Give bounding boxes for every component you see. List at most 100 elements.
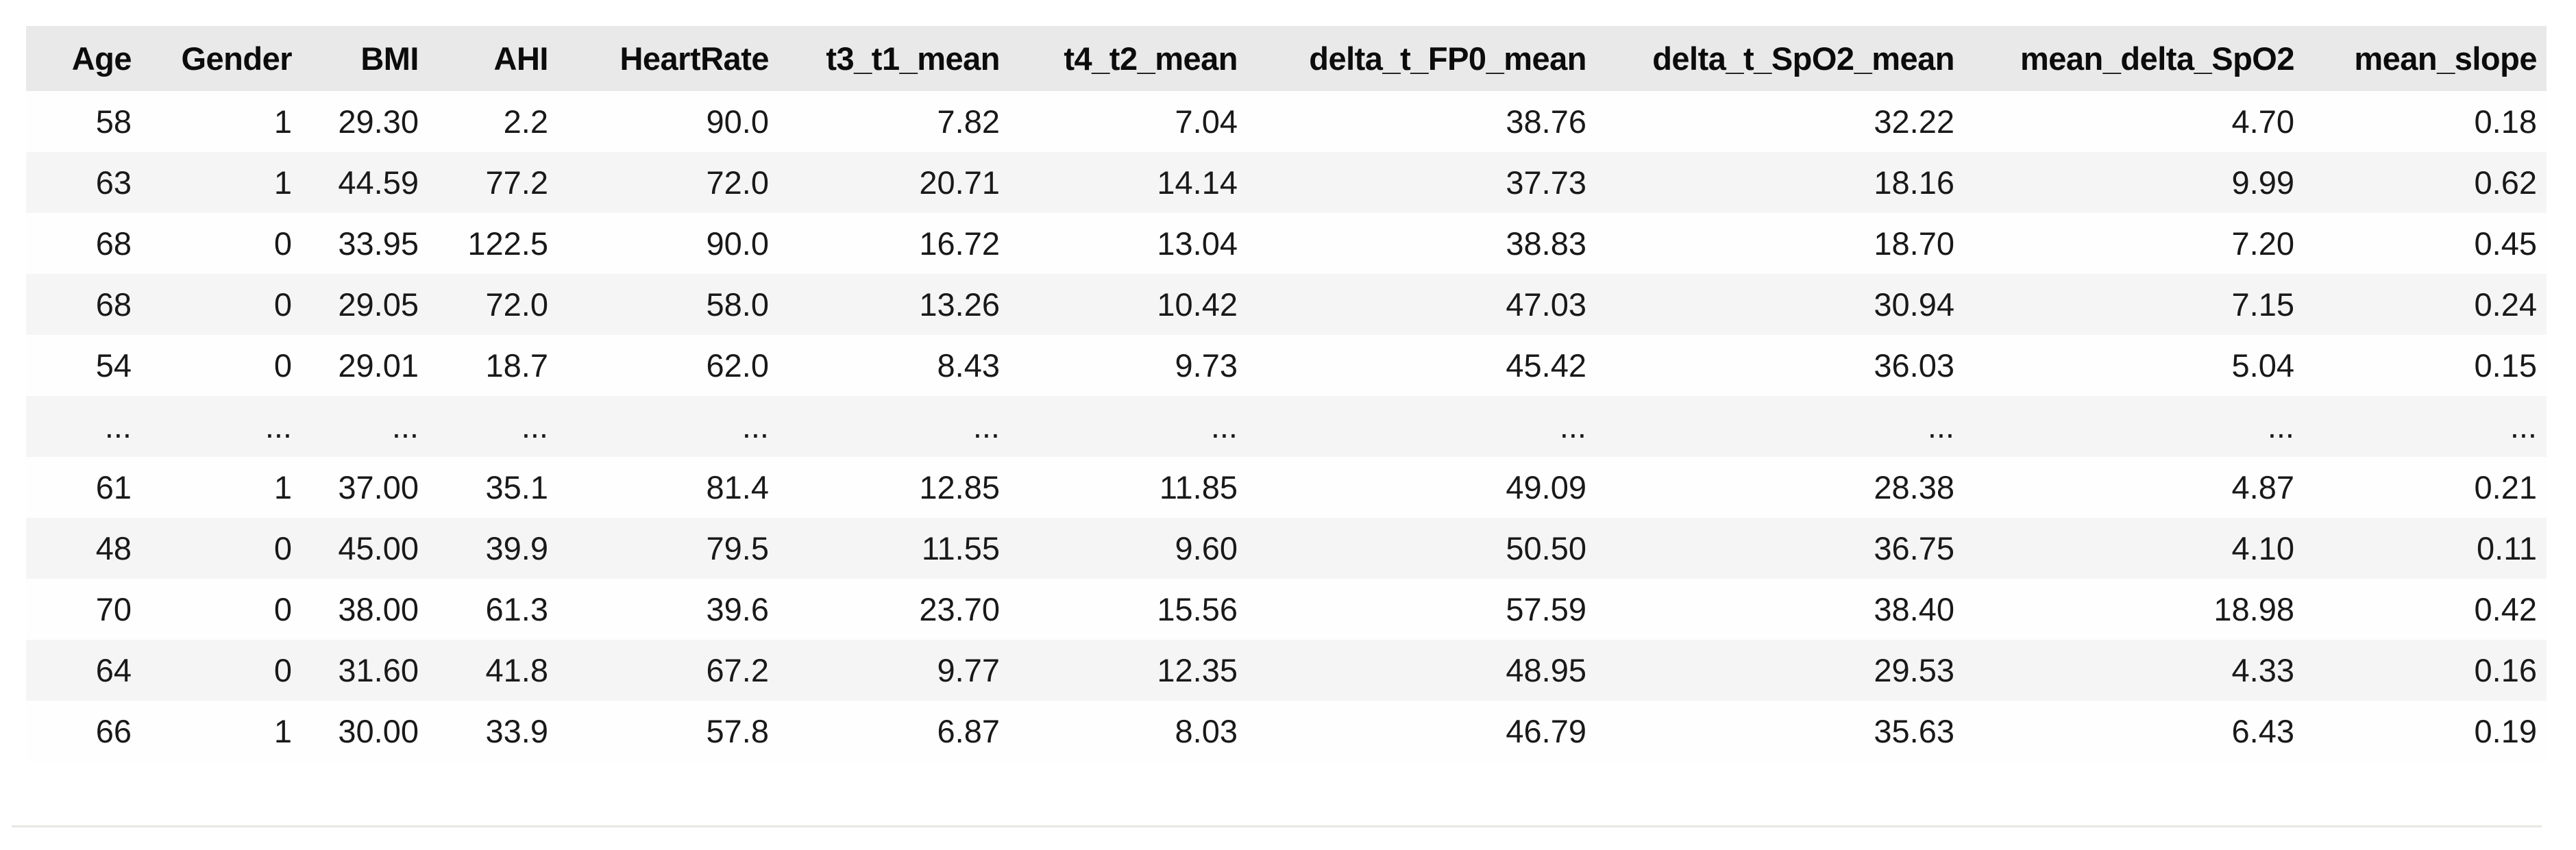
table-cell: ... <box>1559 408 1586 445</box>
column-header-mean_delta_SpO2: mean_delta_SpO2 <box>1964 26 2304 91</box>
table-cell: 90.0 <box>706 225 769 262</box>
table-cell: 35.1 <box>485 469 548 505</box>
table-cell: 68 <box>95 225 132 262</box>
table-cell: 1 <box>273 713 292 749</box>
column-header-mean_slope: mean_slope <box>2304 26 2547 91</box>
table-cell: 6.87 <box>937 713 1000 749</box>
table-cell: 12.35 <box>1157 652 1238 688</box>
table-cell: 36.03 <box>1874 347 1954 384</box>
column-header-t4_t2_mean: t4_t2_mean <box>1009 26 1247 91</box>
table-cell: 39.9 <box>485 530 548 566</box>
table-cell: 18.16 <box>1874 164 1954 201</box>
table-cell: 63 <box>95 164 132 201</box>
table-cell: 11.85 <box>1159 469 1238 505</box>
column-header-HeartRate: HeartRate <box>558 26 778 91</box>
table-cell: 20.71 <box>919 164 1000 201</box>
table-row: 68 0 33.95 122.5 90.0 16.72 13.04 38.83 18.70 7.2… <box>26 213 2547 274</box>
column-header-delta_t_FP0_mean: delta_t_FP0_mean <box>1247 26 1596 91</box>
table-cell: 64 <box>95 652 132 688</box>
table-cell: 50.50 <box>1506 530 1586 566</box>
table-cell: 33.9 <box>485 713 548 749</box>
table-cell: 30.00 <box>338 713 419 749</box>
table-row: 54 0 29.01 18.7 62.0 8.43 9.73 45.42 36.03 5.04 0.… <box>26 335 2547 396</box>
table-cell: 8.43 <box>937 347 1000 384</box>
table-cell: 66 <box>95 713 132 749</box>
table-cell: 18.98 <box>2213 591 2294 627</box>
table-cell: 16.72 <box>919 225 1000 262</box>
table-cell: 58 <box>95 103 132 140</box>
table-cell: 9.77 <box>937 652 1000 688</box>
table-row: 64 0 31.60 41.8 67.2 9.77 12.35 48.95 29.53 4.33 0… <box>26 640 2547 701</box>
table-cell: 8.03 <box>1175 713 1238 749</box>
table-cell: 9.60 <box>1175 530 1238 566</box>
table-cell: 6.43 <box>2231 713 2294 749</box>
table-row: 66 1 30.00 33.9 57.8 6.87 8.03 46.79 35.63 6.43 0.… <box>26 701 2547 762</box>
table-cell: 32.22 <box>1874 103 1954 140</box>
table-cell: 9.73 <box>1175 347 1238 384</box>
table-cell: ... <box>521 408 548 445</box>
table-cell: 1 <box>273 103 292 140</box>
table-cell: 72.0 <box>706 164 769 201</box>
column-header-Gender: Gender <box>141 26 302 91</box>
table-cell: 31.60 <box>338 652 419 688</box>
table-cell: 47.03 <box>1506 286 1586 323</box>
table-cell: 12.85 <box>919 469 1000 505</box>
table-cell: 33.95 <box>338 225 419 262</box>
table-cell: 57.8 <box>706 713 769 749</box>
table-cell: 37.73 <box>1506 164 1586 201</box>
table-header-row: Age Gender BMI AHI HeartRate t3_t1_mean t4_t2_… <box>26 26 2547 91</box>
table-cell: 11.55 <box>921 530 1000 566</box>
table-row: 68 0 29.05 72.0 58.0 13.26 10.42 47.03 30.94 7.15… <box>26 274 2547 335</box>
table-cell: 29.30 <box>338 103 419 140</box>
table-cell: 0.18 <box>2474 103 2537 140</box>
table-cell: 36.75 <box>1874 530 1954 566</box>
table-cell: 7.20 <box>2231 225 2294 262</box>
column-header-Age: Age <box>26 26 141 91</box>
horizontal-rule <box>12 825 2542 827</box>
table-cell: 77.2 <box>485 164 548 201</box>
table-cell: 0 <box>273 530 292 566</box>
table-cell: 122.5 <box>467 225 548 262</box>
table-cell: 48.95 <box>1506 652 1586 688</box>
table-cell: ... <box>2510 408 2537 445</box>
table-cell: 38.76 <box>1506 103 1586 140</box>
table-cell: 49.09 <box>1506 469 1586 505</box>
table-cell: 10.42 <box>1157 286 1238 323</box>
table-cell: 61.3 <box>485 591 548 627</box>
table-cell: 0 <box>273 225 292 262</box>
table-cell: 70 <box>95 591 132 627</box>
column-header-delta_t_SpO2_mean: delta_t_SpO2_mean <box>1596 26 1964 91</box>
column-header-BMI: BMI <box>302 26 428 91</box>
table-cell: 15.56 <box>1157 591 1238 627</box>
table-cell: 30.94 <box>1874 286 1954 323</box>
patient-data-table: Age Gender BMI AHI HeartRate t3_t1_mean t4_t2_… <box>26 26 2547 762</box>
table-cell: 72.0 <box>485 286 548 323</box>
table-cell: 38.40 <box>1874 591 1954 627</box>
table-cell: 48 <box>95 530 132 566</box>
table-cell: 58.0 <box>706 286 769 323</box>
table-cell: 37.00 <box>338 469 419 505</box>
table-row: 70 0 38.00 61.3 39.6 23.70 15.56 57.59 38.40 18.9… <box>26 579 2547 640</box>
table-cell: 5.04 <box>2231 347 2294 384</box>
table-cell: 29.01 <box>338 347 419 384</box>
table-cell: 79.5 <box>706 530 769 566</box>
table-cell: 0.24 <box>2474 286 2537 323</box>
table-cell: 13.04 <box>1157 225 1238 262</box>
table-cell: 54 <box>95 347 132 384</box>
table-cell: 2.2 <box>503 103 548 140</box>
column-header-AHI: AHI <box>428 26 558 91</box>
table-cell: 0.42 <box>2474 591 2537 627</box>
table-cell: 39.6 <box>706 591 769 627</box>
table-cell: 4.70 <box>2231 103 2294 140</box>
table-body: 58 1 29.30 2.2 90.0 7.82 7.04 38.76 32.22 4.70 0.1… <box>26 91 2547 762</box>
table-cell: 0.11 <box>2477 530 2537 566</box>
table-cell: 4.33 <box>2231 652 2294 688</box>
dataframe-container: Age Gender BMI AHI HeartRate t3_t1_mean t4_t2_… <box>26 26 2547 762</box>
table-cell: 7.82 <box>937 103 1000 140</box>
table-cell: 9.99 <box>2231 164 2294 201</box>
table-cell: 35.63 <box>1874 713 1954 749</box>
table-cell: 1 <box>273 164 292 201</box>
table-cell: 18.7 <box>485 347 548 384</box>
table-cell: 1 <box>273 469 292 505</box>
table-cell: 0.45 <box>2474 225 2537 262</box>
